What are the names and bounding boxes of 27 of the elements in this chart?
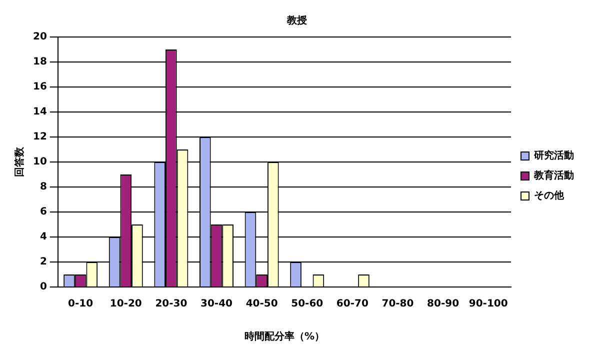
x-tick-label: 50-60: [291, 298, 324, 310]
y-tick-label: 18: [32, 56, 47, 68]
x-tick-label: 30-40: [200, 298, 233, 310]
legend-label: 教育活動: [533, 170, 574, 182]
y-tick-label: 6: [40, 206, 47, 218]
y-tick-label: 16: [32, 82, 47, 93]
y-tick-label: 8: [40, 182, 47, 193]
legend-label: その他: [534, 190, 565, 202]
x-axis-title: 時間配分率（%）: [244, 330, 324, 343]
y-tick-label: 10: [32, 156, 47, 168]
x-tick-label: 80-90: [427, 298, 460, 310]
chart-title: 教授: [286, 14, 307, 27]
y-tick-label: 0: [40, 282, 47, 293]
y-tick-label: 2: [40, 256, 47, 268]
y-tick-label: 20: [32, 32, 47, 43]
y-tick-label: 14: [32, 106, 47, 118]
x-tick-label: 10-20: [110, 298, 142, 310]
y-axis-title: 回答数: [14, 146, 26, 177]
x-tick-label: 70-80: [382, 298, 414, 310]
x-tick-label: 90-100: [468, 298, 508, 310]
y-tick-label: 12: [32, 132, 47, 143]
x-tick-label: 20-30: [155, 298, 188, 310]
x-tick-label: 0-10: [68, 298, 94, 310]
x-tick-label: 40-50: [246, 298, 278, 310]
y-tick-label: 4: [40, 232, 47, 243]
x-tick-label: 60-70: [336, 298, 368, 310]
legend-label: 研究活動: [533, 150, 574, 162]
